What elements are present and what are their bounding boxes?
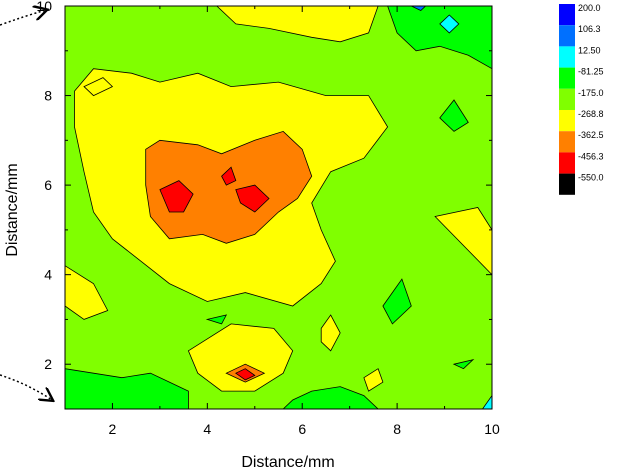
contour-region: [216, 6, 379, 43]
contour-region: [159, 180, 194, 213]
x-tick-label: 2: [109, 421, 117, 437]
x-axis: 2 4 6 8 10: [64, 6, 500, 437]
contour-region: [145, 130, 313, 244]
contour-region: [320, 314, 341, 352]
contour-region: [205, 314, 228, 325]
contour-region: [387, 6, 492, 70]
contour-region: [187, 323, 294, 392]
contour-region: [434, 207, 492, 276]
legend-label: -362.5: [578, 130, 604, 140]
contour-region: [439, 99, 469, 132]
annotation-arrow-top: [0, 10, 46, 26]
legend-swatch: [559, 46, 575, 68]
legend-label: -268.8: [578, 109, 604, 119]
legend-label: 106.3: [578, 24, 601, 34]
legend-label: 200.0: [578, 3, 601, 13]
legend-label: -456.3: [578, 151, 604, 161]
legend-swatch: [559, 110, 575, 132]
contour-region: [282, 386, 379, 409]
contour-regions: [65, 6, 492, 409]
contour-region: [382, 278, 412, 325]
plot-frame: [64, 5, 493, 410]
legend-swatch: [559, 67, 575, 89]
contour-region: [235, 184, 270, 213]
legend-label: -81.25: [578, 67, 604, 77]
legend-swatch: [559, 4, 575, 26]
legend-swatch: [559, 88, 575, 110]
x-axis-title: Distance/mm: [241, 454, 334, 471]
legend-swatch: [559, 131, 575, 153]
y-axis-title: Distance/mm: [4, 163, 21, 256]
legend-swatch: [559, 173, 575, 195]
contour-region: [439, 14, 460, 34]
contour-region: [83, 77, 114, 97]
legend-swatch: [559, 25, 575, 47]
contour-region: [411, 6, 427, 11]
contour-region: [363, 368, 384, 392]
contour-region: [65, 368, 189, 409]
y-tick-label: 2: [44, 356, 52, 372]
annotation-arrow-bottom: [0, 374, 52, 400]
contour-region: [482, 394, 492, 409]
contour-region: [221, 166, 237, 186]
legend-label: -175.0: [578, 88, 604, 98]
contour-region: [452, 358, 475, 370]
x-tick-label: 4: [203, 421, 211, 437]
color-scale-legend: 200.0 106.3 12.50 -81.25 -175.0 -268.8 -362.5 -…: [559, 3, 604, 195]
y-tick-label: 8: [44, 88, 52, 104]
legend-label: -550.0: [578, 173, 604, 183]
y-tick-label: 4: [44, 267, 52, 283]
x-tick-label: 8: [393, 421, 401, 437]
legend-label: 12.50: [578, 45, 601, 55]
legend-swatch: [559, 152, 575, 174]
x-tick-label: 6: [298, 421, 306, 437]
x-tick-label: 10: [484, 421, 500, 437]
contour-region: [235, 368, 256, 381]
y-tick-label: 6: [44, 177, 52, 193]
contour-region: [65, 265, 109, 320]
